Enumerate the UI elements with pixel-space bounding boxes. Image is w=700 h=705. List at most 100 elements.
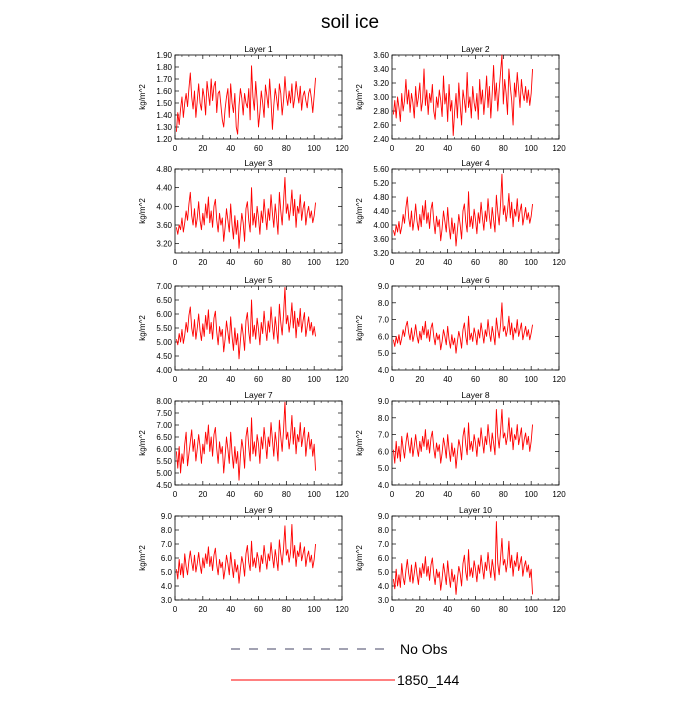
x-tick-label: 120 xyxy=(335,258,349,267)
panel-layer-5: Layer 5 0 20 40 60 80 100 120 4.00 4.50 5.00 5.50 6.… xyxy=(138,275,349,384)
y-tick-label: 5.60 xyxy=(373,165,389,174)
x-tick-label: 40 xyxy=(443,490,452,499)
x-tick-label: 100 xyxy=(524,258,538,267)
series-line-1850-144 xyxy=(175,286,317,360)
panel-title: Layer 3 xyxy=(244,158,273,168)
x-tick-label: 80 xyxy=(499,258,508,267)
x-tick-label: 120 xyxy=(335,375,349,384)
x-tick-label: 60 xyxy=(471,490,480,499)
legend-label-no-obs: No Obs xyxy=(400,641,447,657)
series-line-1850-144 xyxy=(175,523,317,584)
y-axis-label: kg/m^2 xyxy=(138,545,147,571)
x-tick-label: 0 xyxy=(173,605,178,614)
panel-layer-4: Layer 4 0 20 40 60 80 100 120 3.20 3.60 4.00 4.40 4.… xyxy=(355,158,566,267)
y-tick-label: 4.0 xyxy=(378,481,390,490)
plot-frame xyxy=(174,168,343,254)
x-tick-label: 20 xyxy=(198,144,207,153)
y-tick-label: 3.00 xyxy=(373,93,389,102)
x-tick-label: 80 xyxy=(282,490,291,499)
panel-title: Layer 5 xyxy=(244,275,273,285)
y-tick-label: 5.0 xyxy=(378,349,390,358)
y-axis-label: kg/m^2 xyxy=(355,84,364,110)
x-tick-label: 20 xyxy=(198,605,207,614)
y-axis-label: kg/m^2 xyxy=(355,430,364,456)
y-tick-label: 8.0 xyxy=(378,526,390,535)
x-tick-label: 0 xyxy=(390,258,395,267)
panel-layer-2: Layer 2 0 20 40 60 80 100 120 2.40 2.60 2.80 3.00 3.… xyxy=(355,44,566,153)
series-line-1850-144 xyxy=(392,173,534,247)
panel-title: Layer 10 xyxy=(459,505,492,515)
y-tick-label: 6.00 xyxy=(156,445,172,454)
x-tick-label: 40 xyxy=(226,490,235,499)
x-tick-label: 100 xyxy=(524,144,538,153)
y-tick-label: 4.50 xyxy=(156,481,172,490)
plot-frame xyxy=(391,285,560,371)
x-tick-label: 60 xyxy=(471,258,480,267)
x-tick-label: 0 xyxy=(390,144,395,153)
x-tick-label: 80 xyxy=(499,375,508,384)
y-tick-label: 1.60 xyxy=(156,87,172,96)
series-line-1850-144 xyxy=(392,408,534,469)
x-tick-label: 0 xyxy=(173,258,178,267)
y-tick-label: 7.0 xyxy=(378,431,390,440)
y-tick-label: 4.80 xyxy=(156,165,172,174)
y-tick-label: 4.50 xyxy=(156,352,172,361)
y-axis-label: kg/m^2 xyxy=(355,545,364,571)
x-tick-label: 100 xyxy=(307,258,321,267)
y-tick-label: 1.20 xyxy=(156,135,172,144)
y-tick-label: 1.30 xyxy=(156,123,172,132)
y-tick-label: 3.0 xyxy=(378,596,390,605)
y-axis-label: kg/m^2 xyxy=(138,430,147,456)
y-tick-label: 5.0 xyxy=(161,568,173,577)
y-axis-label: kg/m^2 xyxy=(355,198,364,224)
x-tick-label: 120 xyxy=(335,605,349,614)
y-tick-label: 4.0 xyxy=(378,582,390,591)
y-tick-label: 5.00 xyxy=(156,338,172,347)
panel-layer-7: Layer 7 0 20 40 60 80 100 120 4.50 5.00 5.50 6.00 6.… xyxy=(138,390,349,499)
panel-grid: Layer 10 20 40 60 80 100 1201.201.301.401.501.… xyxy=(138,44,566,614)
y-tick-label: 8.0 xyxy=(378,414,390,423)
x-tick-label: 80 xyxy=(282,144,291,153)
legend-label-1850-144: 1850_144 xyxy=(397,672,460,688)
x-tick-label: 120 xyxy=(552,144,566,153)
x-tick-label: 60 xyxy=(254,605,263,614)
y-tick-label: 1.50 xyxy=(156,99,172,108)
x-tick-label: 20 xyxy=(415,258,424,267)
plot-frame xyxy=(391,515,560,601)
y-tick-label: 7.50 xyxy=(156,409,172,418)
x-tick-label: 40 xyxy=(226,605,235,614)
panel-layer-9: Layer 9 0 20 40 60 80 100 120 3.0 4.0 5.0 6.0 7.0 8.0… xyxy=(138,505,349,614)
x-tick-label: 100 xyxy=(307,375,321,384)
x-tick-label: 40 xyxy=(226,258,235,267)
x-tick-label: 120 xyxy=(335,144,349,153)
x-tick-label: 60 xyxy=(254,375,263,384)
panel-layer-6: Layer 6 0 20 40 60 80 100 120 4.0 5.0 6.0 7.0 8.0 9.0… xyxy=(355,275,566,384)
y-tick-label: 4.00 xyxy=(156,202,172,211)
x-tick-label: 40 xyxy=(226,144,235,153)
y-tick-label: 1.80 xyxy=(156,63,172,72)
y-tick-label: 6.50 xyxy=(156,296,172,305)
series-line-1850-144 xyxy=(175,176,317,249)
legend: No Obs 1850_144 xyxy=(231,641,460,688)
x-tick-label: 60 xyxy=(254,258,263,267)
x-tick-label: 40 xyxy=(443,144,452,153)
y-axis-label: kg/m^2 xyxy=(138,315,147,341)
plot-frame xyxy=(391,54,560,140)
x-tick-label: 100 xyxy=(307,605,321,614)
y-tick-label: 6.00 xyxy=(156,310,172,319)
y-tick-label: 4.0 xyxy=(378,366,390,375)
y-tick-label: 7.00 xyxy=(156,282,172,291)
x-tick-label: 100 xyxy=(307,490,321,499)
x-tick-label: 20 xyxy=(198,375,207,384)
y-tick-label: 3.60 xyxy=(373,51,389,60)
x-tick-label: 80 xyxy=(499,144,508,153)
y-tick-label: 3.20 xyxy=(373,249,389,258)
x-tick-label: 60 xyxy=(471,375,480,384)
x-tick-label: 0 xyxy=(173,144,178,153)
y-tick-label: 3.60 xyxy=(156,221,172,230)
series-line-1850-144 xyxy=(392,302,534,354)
x-tick-label: 80 xyxy=(282,375,291,384)
x-tick-label: 120 xyxy=(552,258,566,267)
